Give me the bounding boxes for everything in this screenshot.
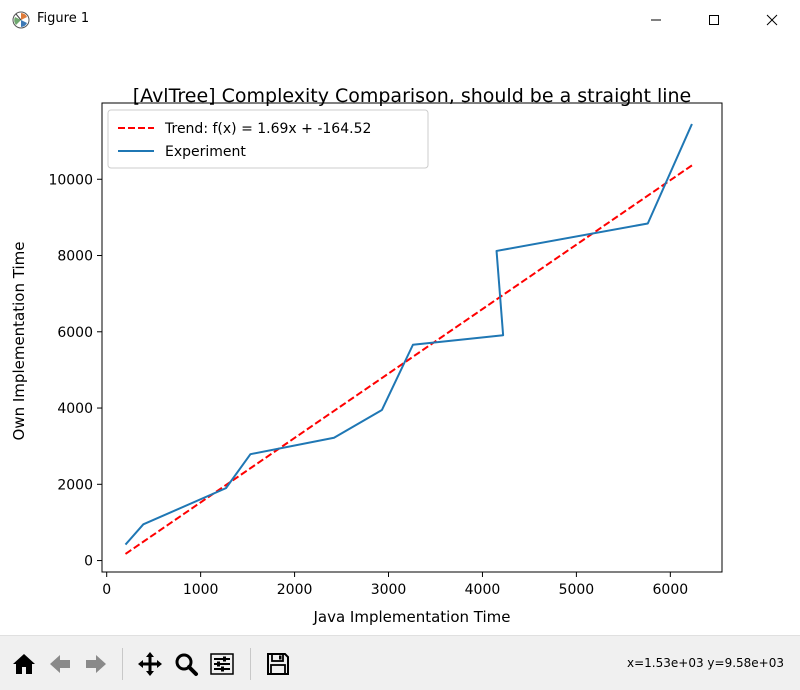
close-button[interactable] [743,0,800,40]
experiment-line [124,123,693,546]
x-tick-label: 6000 [653,582,689,598]
x-tick-label: 0 [102,582,111,598]
home-button[interactable] [8,648,40,680]
save-button[interactable] [262,648,294,680]
x-tick-label: 2000 [277,582,313,598]
toolbar-separator [122,648,123,680]
close-icon [766,14,778,26]
line-chart: [AvlTree] Complexity Comparison, should … [10,85,723,626]
maximize-button[interactable] [685,0,743,40]
move-icon [138,652,162,676]
window-titlebar: Figure 1 [0,0,800,40]
back-button[interactable] [44,648,76,680]
cursor-coordinates: x=1.53e+03 y=9.58e+03 [627,656,784,670]
y-tick-label: 8000 [57,249,93,265]
legend-entry: Experiment [165,144,246,160]
y-axis-label: Own Implementation Time [10,242,28,441]
y-tick-label: 2000 [57,477,93,493]
axes-frame [101,102,723,573]
matplotlib-logo-icon [12,11,30,29]
minimize-button[interactable] [627,0,685,40]
x-tick-label: 4000 [465,582,501,598]
y-tick-label: 4000 [57,401,93,417]
navigation-toolbar: x=1.53e+03 y=9.58e+03 [0,635,800,690]
magnifier-icon [175,653,198,676]
x-tick-label: 5000 [559,582,595,598]
window-title: Figure 1 [37,11,90,26]
zoom-button[interactable] [170,648,202,680]
plot-area: 0 1000 2000 3000 4000 5000 6000 0 2000 4000 6000 80… [48,102,723,598]
legend-box [107,109,429,169]
minimize-icon [651,19,661,21]
sliders-icon [210,653,234,675]
forward-arrow-icon [86,655,106,673]
home-icon [13,654,35,674]
floppy-disk-icon [267,653,289,675]
back-arrow-icon [50,655,70,673]
figure-canvas[interactable]: [AvlTree] Complexity Comparison, should … [0,40,800,635]
x-tick-label: 1000 [183,582,219,598]
trend-line [124,164,693,555]
maximize-icon [709,15,719,25]
x-axis-label: Java Implementation Time [312,608,510,626]
chart-title: [AvlTree] Complexity Comparison, should … [133,85,691,107]
configure-button[interactable] [206,648,238,680]
y-tick-label: 0 [84,554,93,570]
x-tick-label: 3000 [371,582,407,598]
legend-entry: Trend: f(x) = 1.69x + -164.52 [164,121,371,137]
y-tick-label: 6000 [57,325,93,341]
forward-button[interactable] [80,648,112,680]
toolbar-separator [250,648,251,680]
y-tick-label: 10000 [48,172,93,188]
pan-button[interactable] [134,648,166,680]
